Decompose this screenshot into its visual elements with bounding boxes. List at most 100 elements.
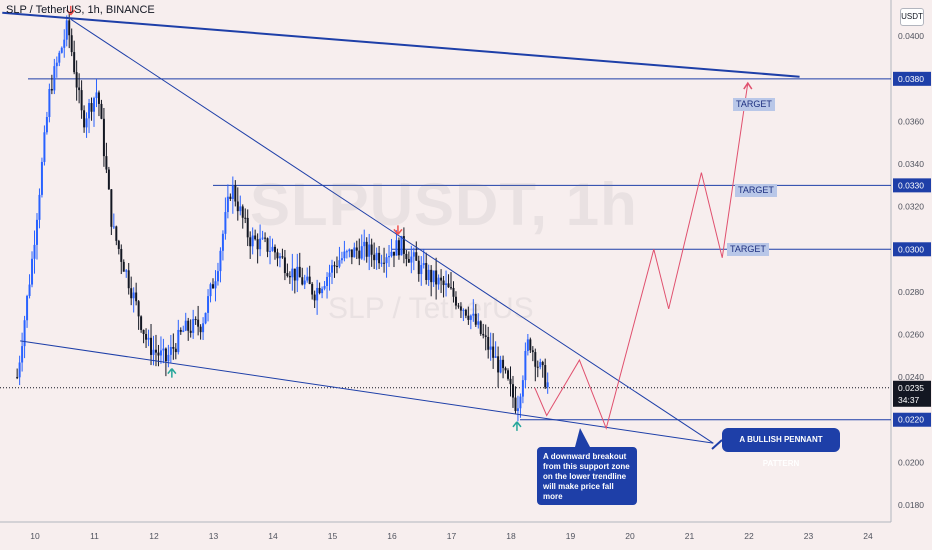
- candle-body-79: [212, 284, 215, 289]
- symbol-watermark: SLPUSDT, 1h: [250, 171, 638, 238]
- candle-body-177: [454, 296, 457, 306]
- x-tick-label-8: 18: [506, 531, 516, 541]
- target-label-1: TARGET: [733, 98, 775, 111]
- trendline-1: [70, 18, 714, 444]
- candle-body-160: [412, 252, 415, 257]
- candle-body-93: [246, 217, 249, 238]
- candle-body-152: [392, 251, 395, 256]
- level-badge-0: [893, 71, 931, 86]
- candle-body-51: [142, 329, 145, 335]
- candle-body-189: [484, 335, 487, 337]
- candle-body-147: [380, 262, 383, 264]
- candle-body-94: [249, 237, 252, 247]
- y-tick-label-8: 0.0240: [898, 372, 924, 382]
- candle-body-197: [504, 368, 507, 371]
- x-tick-label-14: 24: [863, 531, 873, 541]
- candle-body-2: [21, 346, 24, 363]
- candle-body-30: [90, 103, 93, 112]
- candle-body-49: [137, 301, 140, 317]
- candle-body-91: [241, 206, 244, 218]
- x-tick-label-4: 14: [268, 531, 278, 541]
- candle-body-53: [147, 337, 150, 340]
- candle-body-39: [112, 226, 115, 228]
- candle-body-108: [283, 257, 286, 274]
- level-badge-text-0: 0.0380: [898, 74, 924, 84]
- candle-body-122: [318, 287, 321, 294]
- y-tick-label-3: 0.0340: [898, 159, 924, 169]
- candle-body-71: [192, 319, 195, 333]
- countdown-text: 34:37: [898, 395, 920, 405]
- candle-body-85: [226, 196, 229, 213]
- candle-body-12: [45, 116, 48, 133]
- candle-body-97: [256, 239, 259, 250]
- candle-body-129: [335, 265, 338, 267]
- candle-body-204: [521, 380, 524, 397]
- candle-body-32: [95, 92, 98, 99]
- candle-body-72: [194, 319, 197, 321]
- symbol-header: SLP / TetherUS, 1h, BINANCE: [6, 4, 155, 16]
- candle-body-107: [281, 256, 284, 258]
- level-badge-2: [893, 242, 931, 257]
- candle-body-47: [132, 292, 135, 299]
- candle-body-190: [487, 336, 490, 350]
- candle-body-83: [221, 233, 224, 251]
- candle-body-127: [331, 265, 334, 273]
- candle-body-76: [204, 312, 207, 324]
- x-tick-label-6: 16: [387, 531, 397, 541]
- candle-body-88: [234, 185, 237, 202]
- y-tick-label-0: 0.0400: [898, 31, 924, 41]
- candle-body-66: [179, 329, 182, 332]
- candle-body-195: [499, 359, 502, 373]
- candle-body-69: [187, 320, 190, 331]
- candle-body-200: [511, 384, 514, 398]
- candle-body-117: [306, 276, 309, 281]
- candle-body-26: [80, 90, 83, 111]
- candle-body-138: [358, 250, 361, 259]
- candle-body-37: [107, 169, 110, 190]
- candle-body-171: [440, 277, 443, 281]
- candle-body-105: [276, 252, 279, 259]
- candle-body-209: [534, 352, 537, 367]
- candle-body-65: [177, 329, 180, 353]
- candle-body-140: [363, 241, 366, 247]
- x-tick-label-12: 22: [744, 531, 754, 541]
- candle-body-167: [430, 269, 433, 283]
- x-tick-label-9: 19: [566, 531, 576, 541]
- candle-body-164: [422, 263, 425, 266]
- candle-body-58: [159, 350, 162, 356]
- candle-body-62: [169, 346, 172, 355]
- candle-body-114: [298, 266, 301, 278]
- y-tick-label-7: 0.0260: [898, 330, 924, 340]
- projection-path: [534, 83, 749, 430]
- x-tick-label-1: 11: [90, 531, 99, 541]
- candle-body-196: [502, 359, 505, 369]
- candle-body-202: [516, 408, 519, 411]
- candle-body-100: [264, 237, 267, 239]
- candle-body-174: [447, 283, 450, 288]
- candle-body-142: [368, 244, 371, 257]
- candle-body-13: [48, 88, 51, 117]
- candle-body-41: [117, 240, 120, 249]
- candle-body-82: [219, 250, 222, 272]
- candle-body-165: [425, 263, 428, 281]
- currency-button[interactable]: USDT: [900, 8, 924, 26]
- candle-body-29: [88, 103, 91, 119]
- candle-body-38: [110, 189, 113, 227]
- candle-body-46: [130, 288, 133, 299]
- candle-body-132: [343, 251, 346, 259]
- note-pointer: [575, 428, 590, 447]
- target-label-3: TARGET: [727, 243, 769, 256]
- candle-body-5: [28, 284, 31, 296]
- candle-body-89: [236, 201, 239, 212]
- candle-body-150: [388, 256, 391, 258]
- candle-body-110: [288, 275, 291, 278]
- level-badge-text-2: 0.0300: [898, 244, 924, 254]
- candle-body-181: [464, 309, 467, 316]
- candle-body-19: [63, 39, 66, 48]
- candle-body-212: [541, 362, 544, 366]
- candle-body-170: [437, 277, 440, 285]
- level-badge-text-1: 0.0330: [898, 180, 924, 190]
- candle-body-199: [509, 378, 512, 385]
- candle-body-22: [70, 35, 73, 53]
